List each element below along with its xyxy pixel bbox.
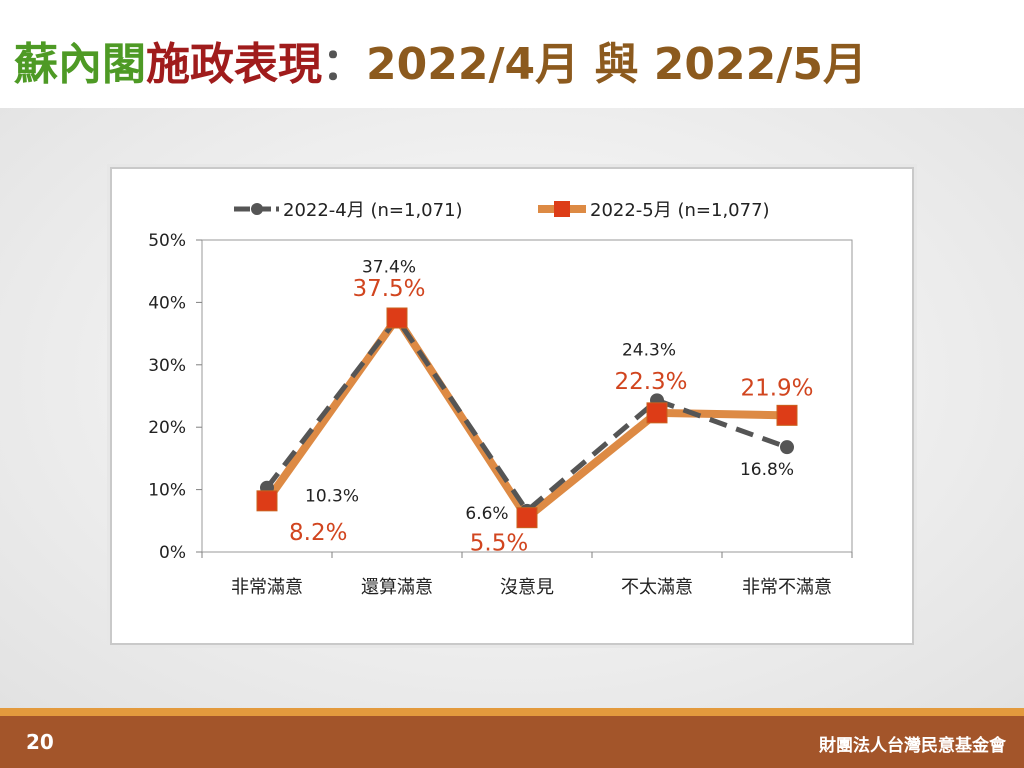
title-performance: 施政表現	[146, 39, 322, 90]
series-may-marker	[386, 307, 408, 329]
series-april-line	[265, 316, 788, 514]
data-label-may: 5.5%	[470, 531, 528, 557]
title-cabinet: 蘇內閣	[14, 39, 146, 90]
x-tick-label: 沒意見	[500, 577, 554, 598]
data-label-april: 37.4%	[362, 258, 416, 278]
y-tick-label: 10%	[148, 481, 186, 501]
footer-stripe	[0, 708, 1024, 716]
title-conjunction: 與	[579, 39, 654, 90]
legend-may-label: 2022-5月 (n=1,077)	[590, 200, 770, 221]
organization-name: 財團法人台灣民意基金會	[819, 736, 1006, 756]
data-label-may: 8.2%	[289, 520, 347, 546]
series-may-marker	[256, 490, 278, 512]
line-chart: 0% 10% 20% 30% 40% 50% 非常滿意 還算滿意 沒意見 不太滿意 非常不滿意 10.…	[148, 200, 853, 598]
x-tick-label: 非常滿意	[231, 577, 303, 598]
data-label-may: 22.3%	[614, 369, 687, 395]
chart-frame: 0% 10% 20% 30% 40% 50% 非常滿意 還算滿意 沒意見 不太滿意 非常不滿意 10.…	[110, 167, 914, 645]
series-may-marker	[776, 404, 798, 426]
x-tick-label: 不太滿意	[621, 577, 693, 598]
data-label-april: 10.3%	[305, 487, 359, 507]
legend-april-marker	[251, 203, 263, 215]
title-colon: ：	[322, 39, 366, 90]
y-tick-label: 20%	[148, 418, 186, 438]
legend-may-marker	[554, 201, 570, 217]
data-label-april: 16.8%	[740, 460, 794, 480]
y-tick-label: 30%	[148, 356, 186, 376]
legend-april-label: 2022-4月 (n=1,071)	[283, 200, 463, 221]
series-april-marker	[780, 440, 794, 455]
y-tick-label: 0%	[159, 543, 186, 563]
footer-bar: 20 財團法人台灣民意基金會	[0, 716, 1024, 768]
x-tick-label: 非常不滿意	[742, 577, 832, 598]
data-label-april: 6.6%	[465, 504, 508, 524]
data-label-may: 21.9%	[740, 375, 813, 401]
slide-title: 蘇內閣施政表現：2022/4月 與 2022/5月	[14, 28, 867, 92]
title-period-may: 2022/5月	[653, 39, 867, 90]
y-tick-label: 40%	[148, 293, 186, 313]
y-tick-label: 50%	[148, 231, 186, 251]
title-period-april: 2022/4月	[366, 39, 580, 90]
series-may-marker	[516, 507, 538, 529]
data-label-may: 37.5%	[352, 276, 425, 302]
x-tick-label: 還算滿意	[361, 577, 433, 598]
title-bar: 蘇內閣施政表現：2022/4月 與 2022/5月	[0, 0, 1024, 108]
series-may-marker	[646, 402, 668, 424]
plot-area-border	[201, 239, 853, 553]
page-number: 20	[26, 730, 54, 754]
data-label-april: 24.3%	[622, 340, 676, 360]
